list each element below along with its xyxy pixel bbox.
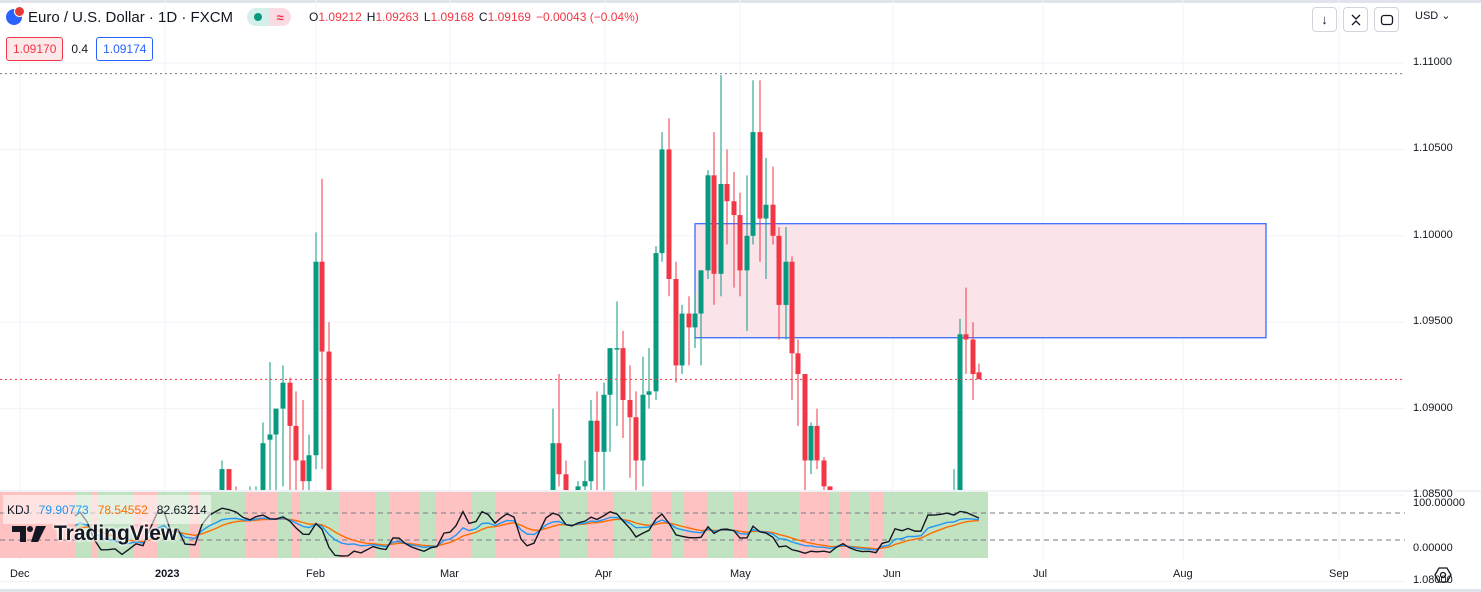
fullscreen-button[interactable] [1374, 7, 1399, 32]
kdj-level-lines [0, 512, 1405, 541]
time-tick-label: Mar [440, 568, 459, 580]
time-tick-label: Jul [1033, 568, 1048, 580]
ohlc-values: O1.09212 H1.09263 L1.09168 C1.09169 −0.0… [309, 10, 639, 24]
time-tick-label: 2023 [155, 568, 180, 580]
price-lines [0, 73, 1405, 380]
eur-usd-flag-icon [6, 6, 25, 25]
kdj-legend[interactable]: KDJ 79.90773 78.54552 82.63214 [3, 495, 211, 524]
time-tick-label: Feb [306, 568, 325, 580]
chart-settings-button[interactable] [1434, 566, 1452, 584]
price-tick-label: 1.11000 [1413, 56, 1452, 68]
time-tick-label: Dec [10, 568, 30, 580]
time-tick-label: Jun [883, 568, 901, 580]
open-value: 1.09212 [318, 10, 362, 24]
price-tick-label: 1.09000 [1413, 401, 1453, 414]
price-tick-label: 1.09500 [1413, 315, 1453, 328]
high-value: 1.09263 [375, 10, 419, 24]
tradingview-mark-icon [12, 526, 46, 542]
kdj-d-value: 78.54552 [97, 502, 148, 517]
low-label: L [423, 10, 431, 24]
time-tick-label: Apr [595, 568, 613, 580]
change-value: −0.00043 (−0.04%) [535, 10, 639, 24]
time-tick-label: May [730, 568, 751, 580]
close-value: 1.09169 [487, 10, 531, 24]
chart-controls: ↓ [1312, 7, 1399, 32]
arrow-down-icon: ↓ [1321, 12, 1328, 27]
market-status-pill[interactable]: ≈ [247, 8, 292, 26]
candlesticks [219, 75, 982, 490]
symbol-title[interactable]: Euro / U.S. Dollar · 1D · FXCM [28, 8, 234, 26]
open-label: O [309, 10, 319, 24]
settings-hex-icon [1434, 567, 1452, 583]
market-open-dot-icon [247, 8, 270, 26]
delayed-data-icon: ≈ [269, 8, 292, 26]
fullscreen-icon [1380, 14, 1393, 25]
kdj-name: KDJ [7, 502, 30, 517]
tradingview-logo[interactable]: TradingView [12, 522, 177, 546]
high-label: H [366, 10, 376, 24]
kdj-j-value: 82.63214 [156, 502, 207, 517]
price-tick-label: 1.10000 [1413, 228, 1453, 241]
symbol-legend: Euro / U.S. Dollar · 1D · FXCM ≈ O1.0921… [6, 6, 639, 26]
bid-ask-row: 1.09170 0.4 1.09174 [6, 37, 154, 61]
price-tick-label: 1.10500 [1413, 142, 1453, 155]
price-tick-label: 1.08500 [1413, 488, 1453, 500]
time-tick-label: Aug [1173, 568, 1193, 580]
sell-price-button[interactable]: 1.09170 [6, 37, 64, 61]
collapse-pane-button[interactable] [1343, 7, 1368, 32]
close-label: C [478, 10, 488, 24]
scroll-to-latest-button[interactable]: ↓ [1312, 7, 1337, 32]
kdj-axis-bottom: 0.00000 [1413, 542, 1453, 554]
kdj-k-value: 79.90773 [38, 502, 89, 517]
spread-value: 0.4 [71, 42, 89, 56]
currency-selector[interactable]: USD ⌄ [1415, 10, 1451, 22]
buy-price-button[interactable]: 1.09174 [96, 37, 154, 61]
kdj-lines [74, 507, 980, 557]
tradingview-wordmark: TradingView [54, 522, 178, 545]
time-tick-label: Sep [1329, 568, 1349, 580]
low-value: 1.09168 [430, 10, 474, 24]
kdj-axis-top: 100.00000 [1413, 497, 1465, 509]
collapse-icon [1351, 14, 1360, 25]
